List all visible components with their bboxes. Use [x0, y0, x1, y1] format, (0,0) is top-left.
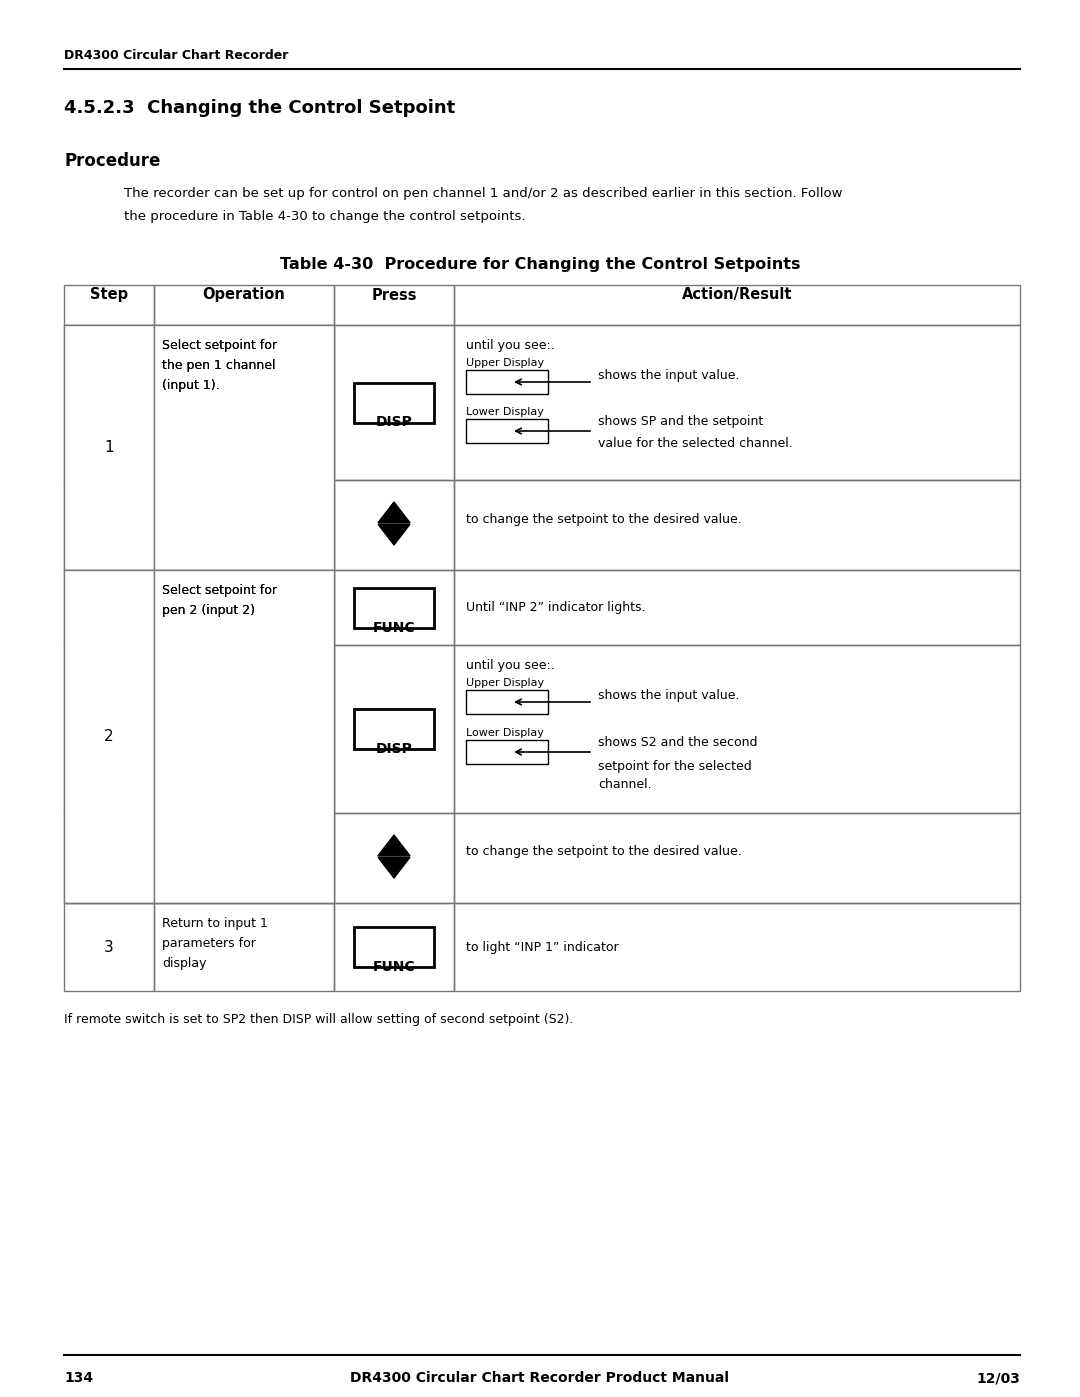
Text: the procedure in Table 4-30 to change the control setpoints.: the procedure in Table 4-30 to change th… — [124, 210, 526, 224]
Text: 1: 1 — [104, 440, 113, 455]
Bar — [154, 902, 334, 990]
Text: Select setpoint for: Select setpoint for — [162, 339, 276, 352]
Bar — [334, 645, 454, 813]
Text: Select setpoint for: Select setpoint for — [162, 584, 276, 597]
Bar — [64, 570, 154, 902]
Bar — [354, 928, 434, 967]
Bar — [334, 570, 454, 645]
Text: The recorder can be set up for control on pen channel 1 and/or 2 as described ea: The recorder can be set up for control o… — [124, 187, 842, 200]
Text: If remote switch is set to SP2 then DISP will allow setting of second setpoint (: If remote switch is set to SP2 then DISP… — [64, 1013, 573, 1025]
Text: Operation: Operation — [203, 288, 285, 303]
Text: DISP: DISP — [376, 415, 413, 429]
Text: Upper Display: Upper Display — [465, 358, 544, 367]
Bar — [465, 370, 548, 394]
Bar — [154, 570, 334, 645]
Text: 134: 134 — [64, 1370, 93, 1384]
Text: pen 2 (input 2): pen 2 (input 2) — [162, 604, 255, 617]
Bar — [154, 326, 334, 481]
Text: (input 1).: (input 1). — [162, 379, 219, 393]
Text: the pen 1 channel: the pen 1 channel — [162, 359, 275, 372]
Bar — [64, 645, 154, 813]
Bar — [154, 645, 334, 813]
Text: shows the input value.: shows the input value. — [598, 689, 740, 701]
Text: DR4300 Circular Chart Recorder Product Manual: DR4300 Circular Chart Recorder Product M… — [351, 1370, 729, 1384]
Text: channel.: channel. — [598, 778, 651, 791]
Text: 4.5.2.3  Changing the Control Setpoint: 4.5.2.3 Changing the Control Setpoint — [64, 99, 456, 117]
Polygon shape — [378, 858, 410, 877]
Text: 12/03: 12/03 — [976, 1370, 1020, 1384]
Text: Until “INP 2” indicator lights.: Until “INP 2” indicator lights. — [465, 601, 646, 615]
Text: DR4300 Circular Chart Recorder: DR4300 Circular Chart Recorder — [64, 49, 288, 61]
Bar — [64, 813, 154, 902]
Text: pen 2 (input 2): pen 2 (input 2) — [162, 604, 255, 617]
Bar — [154, 570, 334, 902]
Text: Select setpoint for: Select setpoint for — [162, 584, 276, 597]
Bar — [334, 285, 454, 326]
Text: (input 1).: (input 1). — [162, 379, 219, 393]
Bar — [354, 383, 434, 422]
Text: parameters for: parameters for — [162, 937, 256, 950]
Bar — [454, 285, 1020, 326]
Bar — [64, 481, 154, 570]
Bar — [465, 740, 548, 764]
Bar — [64, 902, 154, 990]
Bar — [64, 570, 154, 645]
Polygon shape — [378, 524, 410, 545]
Text: 2: 2 — [104, 729, 113, 745]
Text: Press: Press — [372, 288, 417, 303]
Text: to light “INP 1” indicator: to light “INP 1” indicator — [465, 940, 619, 954]
Bar — [454, 813, 1020, 902]
Bar — [454, 481, 1020, 570]
Text: shows S2 and the second: shows S2 and the second — [598, 735, 757, 749]
Bar — [334, 813, 454, 902]
Bar — [154, 813, 334, 902]
Bar — [154, 326, 334, 570]
Bar — [465, 419, 548, 443]
Text: FUNC: FUNC — [373, 960, 416, 974]
Text: to change the setpoint to the desired value.: to change the setpoint to the desired va… — [465, 845, 742, 859]
Text: setpoint for the selected: setpoint for the selected — [598, 760, 752, 773]
Text: 3: 3 — [104, 940, 113, 954]
Text: to change the setpoint to the desired value.: to change the setpoint to the desired va… — [465, 513, 742, 525]
Bar — [354, 588, 434, 627]
Bar — [334, 902, 454, 990]
Text: Return to input 1: Return to input 1 — [162, 916, 268, 930]
Bar — [465, 690, 548, 714]
Bar — [64, 326, 154, 570]
Bar — [454, 326, 1020, 481]
Text: Step: Step — [90, 288, 129, 303]
Text: Select setpoint for: Select setpoint for — [162, 339, 276, 352]
Text: Upper Display: Upper Display — [465, 678, 544, 687]
Bar — [334, 326, 454, 481]
Text: display: display — [162, 957, 206, 970]
Bar — [454, 645, 1020, 813]
Text: until you see:.: until you see:. — [465, 659, 555, 672]
Text: DISP: DISP — [376, 742, 413, 756]
Text: shows the input value.: shows the input value. — [598, 369, 740, 381]
Polygon shape — [378, 502, 410, 522]
Text: until you see:.: until you see:. — [465, 339, 555, 352]
Text: or: or — [388, 527, 401, 539]
Text: Lower Display: Lower Display — [465, 407, 544, 416]
Bar — [64, 285, 154, 326]
Text: Table 4-30  Procedure for Changing the Control Setpoints: Table 4-30 Procedure for Changing the Co… — [280, 257, 800, 272]
Text: or: or — [388, 859, 401, 872]
Text: Procedure: Procedure — [64, 152, 160, 170]
Text: Action/Result: Action/Result — [681, 288, 793, 303]
Text: FUNC: FUNC — [373, 620, 416, 634]
Bar — [334, 481, 454, 570]
Bar — [64, 326, 154, 481]
Text: shows SP and the setpoint: shows SP and the setpoint — [598, 415, 764, 427]
Bar — [454, 902, 1020, 990]
Bar — [154, 481, 334, 570]
Bar — [154, 285, 334, 326]
Text: value for the selected channel.: value for the selected channel. — [598, 437, 793, 450]
Text: Lower Display: Lower Display — [465, 728, 544, 738]
Polygon shape — [378, 835, 410, 856]
Text: the pen 1 channel: the pen 1 channel — [162, 359, 275, 372]
Bar — [454, 570, 1020, 645]
Bar — [354, 710, 434, 749]
